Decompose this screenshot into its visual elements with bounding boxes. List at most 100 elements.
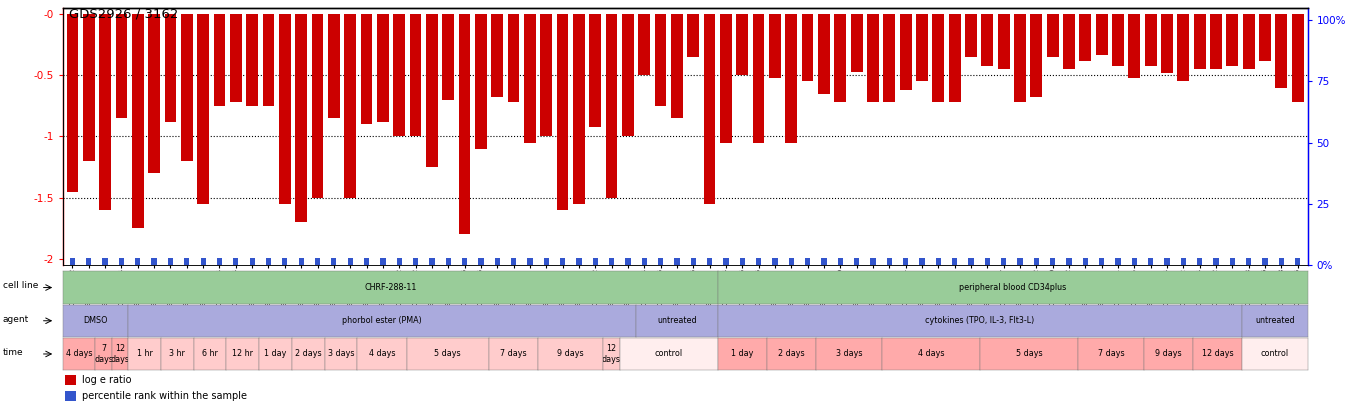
Bar: [1258, 14, 1271, 61]
Bar: [102, 258, 108, 265]
Bar: [802, 14, 813, 81]
Bar: [1017, 258, 1023, 265]
Bar: [933, 14, 944, 102]
Bar: [116, 14, 127, 118]
Bar: [1148, 258, 1154, 265]
Bar: [132, 14, 143, 228]
Bar: [118, 258, 124, 265]
Bar: [65, 391, 75, 401]
Bar: [1064, 14, 1075, 69]
Bar: [1178, 14, 1189, 81]
Text: 4 days: 4 days: [369, 350, 395, 358]
Bar: [429, 258, 434, 265]
Bar: [642, 258, 647, 265]
Bar: [671, 14, 682, 118]
Bar: [247, 14, 257, 106]
Bar: [298, 258, 304, 265]
Bar: [410, 14, 421, 136]
Bar: [819, 14, 829, 94]
Bar: [949, 14, 960, 102]
Bar: [789, 258, 794, 265]
Bar: [508, 14, 519, 102]
Bar: [279, 14, 290, 204]
Text: 3 hr: 3 hr: [169, 350, 185, 358]
Bar: [1197, 258, 1203, 265]
Bar: [511, 258, 516, 265]
Bar: [985, 258, 990, 265]
Bar: [688, 14, 699, 57]
Bar: [1099, 258, 1105, 265]
Text: 2 days: 2 days: [778, 350, 805, 358]
Text: phorbol ester (PMA): phorbol ester (PMA): [342, 316, 422, 325]
Text: 5 days: 5 days: [1016, 350, 1042, 358]
Bar: [1194, 14, 1205, 69]
Bar: [625, 258, 631, 265]
Bar: [691, 258, 696, 265]
Text: 5 days: 5 days: [434, 350, 460, 358]
Bar: [573, 14, 584, 204]
Bar: [312, 14, 323, 198]
Bar: [475, 14, 486, 149]
Bar: [560, 258, 565, 265]
Bar: [1227, 14, 1238, 66]
Bar: [557, 14, 568, 210]
Bar: [590, 14, 601, 127]
Text: 12 days: 12 days: [1201, 350, 1233, 358]
Bar: [753, 14, 764, 143]
Bar: [83, 14, 95, 161]
Bar: [214, 14, 225, 106]
Bar: [1246, 258, 1252, 265]
Bar: [1115, 258, 1121, 265]
Bar: [394, 14, 405, 136]
Bar: [704, 14, 715, 204]
Bar: [740, 258, 745, 265]
Bar: [609, 258, 614, 265]
Bar: [903, 258, 908, 265]
Bar: [919, 258, 925, 265]
Bar: [592, 258, 598, 265]
Bar: [982, 14, 993, 66]
Text: 3 days: 3 days: [328, 350, 354, 358]
Bar: [151, 258, 157, 265]
Bar: [263, 14, 274, 106]
Text: 7 days: 7 days: [500, 350, 526, 358]
Bar: [315, 258, 320, 265]
Text: DMSO: DMSO: [83, 316, 108, 325]
Bar: [1066, 258, 1072, 265]
Bar: [1047, 14, 1058, 57]
Text: control: control: [1261, 350, 1288, 358]
Text: 9 days: 9 days: [1155, 350, 1182, 358]
Bar: [639, 14, 650, 75]
Bar: [65, 375, 75, 385]
Bar: [426, 14, 437, 167]
Bar: [1230, 258, 1235, 265]
Text: 7
days: 7 days: [94, 344, 113, 364]
Text: 1 day: 1 day: [731, 350, 753, 358]
Bar: [851, 14, 862, 72]
Text: 12
days: 12 days: [110, 344, 129, 364]
Bar: [770, 14, 780, 78]
Bar: [674, 258, 680, 265]
Bar: [459, 14, 470, 234]
Bar: [723, 258, 729, 265]
Text: 4 days: 4 days: [918, 350, 944, 358]
Bar: [606, 14, 617, 198]
Text: 12
days: 12 days: [602, 344, 621, 364]
Bar: [1132, 258, 1137, 265]
Bar: [720, 14, 731, 143]
Bar: [380, 258, 385, 265]
Bar: [838, 258, 843, 265]
Bar: [900, 14, 911, 90]
Bar: [1181, 258, 1186, 265]
Bar: [998, 14, 1009, 69]
Text: 3 days: 3 days: [836, 350, 862, 358]
Bar: [69, 258, 75, 265]
Bar: [377, 14, 388, 122]
Bar: [1162, 14, 1173, 73]
Bar: [1034, 258, 1039, 265]
Bar: [655, 14, 666, 106]
Bar: [756, 258, 761, 265]
Bar: [86, 258, 91, 265]
Bar: [135, 258, 140, 265]
Bar: [952, 258, 957, 265]
